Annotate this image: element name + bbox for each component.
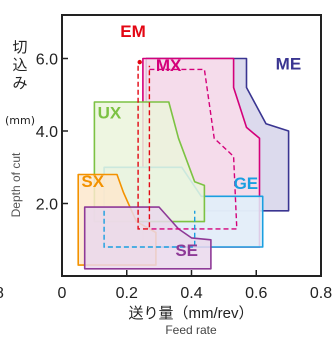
x-tick-label: 0.4: [180, 285, 202, 302]
region-se: [83, 206, 212, 270]
label-ge: GE: [234, 174, 259, 193]
label-em: EM: [120, 22, 145, 41]
regions: [77, 57, 290, 270]
y-tick-label: 2.0: [36, 197, 58, 214]
region-ge-inner: [103, 210, 196, 248]
x-tick-label: 0.6: [245, 285, 267, 302]
x-axis-label: 送り量（mm/rev）: [129, 305, 254, 322]
label-ux: UX: [98, 103, 122, 122]
y-axis-label: 切込み: [12, 38, 27, 92]
region-labels: ME MX EM GE UX SX SE: [81, 22, 301, 260]
region-mx-inner: [149, 68, 238, 230]
y-axis-label-group: 切込み (mm) Depth of cut: [5, 38, 35, 217]
dashed-regions: [103, 59, 238, 248]
x-ticks: 0 0.2 0.4 0.6 0.8 8: [0, 270, 332, 302]
label-sx: SX: [81, 172, 104, 191]
x-tick-label: 0.2: [116, 285, 138, 302]
x-tick-label: 0: [58, 285, 67, 302]
region-em-outline: [137, 65, 151, 230]
label-mx: MX: [156, 56, 182, 75]
label-se: SE: [175, 241, 198, 260]
point-em: [137, 59, 142, 65]
y-ticks: 2.0 4.0 6.0: [36, 52, 68, 214]
y-tick-label: 4.0: [36, 124, 58, 141]
y-axis-label-unit: (mm): [5, 114, 35, 127]
label-me: ME: [276, 54, 302, 73]
y-axis-label-en: Depth of cut: [9, 152, 23, 217]
x-tick-label: 0.8: [310, 285, 332, 302]
y-tick-label: 6.0: [36, 52, 58, 69]
x-axis-label-en: Feed rate: [165, 323, 217, 337]
x-tick-label-partial: 8: [0, 285, 4, 302]
